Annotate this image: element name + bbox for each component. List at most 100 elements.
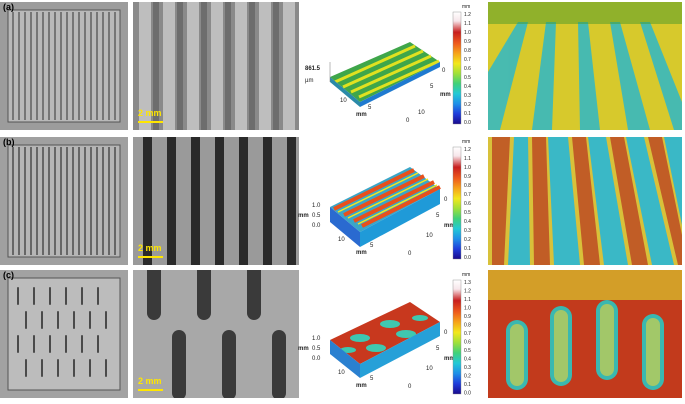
cbar-tick-c-1: 1.2 — [464, 289, 471, 295]
cbar-tick-c-7: 0.6 — [464, 340, 471, 346]
x-label-a: mm — [356, 112, 367, 118]
zoom-surface-a — [488, 2, 682, 130]
cbar-tick-a-3: 0.9 — [464, 39, 471, 45]
y-tick-0-a: 0 — [442, 68, 446, 74]
sem-image-a: 2 mm — [133, 2, 299, 130]
surface-plot-b: 1.0 0.5 0.0 mm 10 5 0 mm 0 5 10 mm — [298, 167, 455, 257]
cbar-tick-b-4: 0.8 — [464, 183, 471, 189]
x-tick-10-b: 10 — [338, 237, 345, 243]
cbar-tick-c-5: 0.8 — [464, 323, 471, 329]
y-label-a: mm — [440, 92, 451, 98]
cbar-tick-a-0: 1.2 — [464, 12, 471, 18]
zoom-surface-b — [488, 137, 682, 265]
sample-photo-c — [0, 270, 128, 398]
y-tick-10-a: 10 — [418, 110, 425, 116]
x-tick-5-b: 5 — [370, 243, 374, 249]
z-tick-b-2: 0.0 — [312, 223, 321, 229]
sample-photo-b — [0, 137, 128, 265]
row-a: (a) — [0, 2, 685, 130]
scale-bar-label-c: 2 mm — [138, 376, 162, 386]
cbar-tick-a-4: 0.8 — [464, 48, 471, 54]
cbar-tick-c-10: 0.3 — [464, 365, 471, 371]
surface-plot-c: 1.0 0.5 0.0 mm 10 5 0 mm 0 5 10 mm — [298, 302, 455, 390]
cbar-tick-b-5: 0.7 — [464, 192, 471, 198]
cbar-tick-a-10: 0.2 — [464, 102, 471, 108]
y-tick-5-b: 5 — [436, 213, 440, 219]
cbar-tick-c-8: 0.5 — [464, 348, 471, 354]
y-tick-5-a: 5 — [430, 84, 434, 90]
z-unit-c: mm — [298, 346, 309, 352]
z-unit-a: µm — [305, 78, 313, 84]
cbar-tick-a-12: 0.0 — [464, 120, 471, 126]
cbar-tick-b-9: 0.3 — [464, 228, 471, 234]
y-tick-5-c: 5 — [436, 346, 440, 352]
z-value-a: 861.5 — [305, 66, 321, 72]
cbar-tick-b-6: 0.6 — [464, 201, 471, 207]
cbar-tick-b-7: 0.5 — [464, 210, 471, 216]
cbar-tick-a-6: 0.6 — [464, 66, 471, 72]
zoom-surface-c — [488, 270, 682, 398]
row-c: (c) — [0, 270, 685, 398]
z-unit-b: mm — [298, 213, 309, 219]
sem-image-c: 2 mm — [133, 270, 299, 398]
cbar-tick-c-6: 0.7 — [464, 331, 471, 337]
sample-photo-a — [0, 2, 128, 130]
cbar-tick-a-5: 0.7 — [464, 57, 471, 63]
cbar-tick-c-3: 1.0 — [464, 306, 471, 312]
row-b: (b) 2 — [0, 137, 685, 265]
cbar-tick-a-9: 0.3 — [464, 93, 471, 99]
cbar-tick-b-3: 0.9 — [464, 174, 471, 180]
x-label-c: mm — [356, 383, 367, 389]
x-label-b: mm — [356, 250, 367, 256]
y-label-c: mm — [444, 356, 455, 362]
colorbar-unit-b: mm — [462, 139, 470, 145]
panel-label-a: (a) — [3, 2, 14, 12]
y-tick-0-c: 0 — [444, 330, 448, 336]
cbar-tick-a-7: 0.5 — [464, 75, 471, 81]
y-tick-10-b: 10 — [426, 233, 433, 239]
colorbar-a: mm 1.2 1.1 1.0 0.9 0.8 0.7 0.6 0.5 0.4 0… — [452, 4, 471, 126]
cbar-tick-a-11: 0.1 — [464, 111, 471, 117]
cbar-tick-b-2: 1.0 — [464, 165, 471, 171]
cbar-tick-a-2: 1.0 — [464, 30, 471, 36]
cbar-tick-c-4: 0.9 — [464, 314, 471, 320]
surface-plot-a: 861.5 µm 10 5 0 mm 0 5 10 mm — [305, 42, 451, 124]
y-tick-10-c: 10 — [426, 366, 433, 372]
cbar-tick-b-1: 1.1 — [464, 156, 471, 162]
cbar-tick-b-8: 0.4 — [464, 219, 471, 225]
z-tick-c-2: 0.0 — [312, 356, 321, 362]
x-tick-0-c: 0 — [408, 384, 412, 390]
z-tick-b-0: 1.0 — [312, 203, 321, 209]
cbar-tick-c-2: 1.1 — [464, 297, 471, 303]
x-tick-5-a: 5 — [368, 105, 372, 111]
colorbar-unit-c: mm — [462, 272, 470, 278]
x-tick-0-b: 0 — [408, 251, 412, 257]
cbar-tick-a-1: 1.1 — [464, 21, 471, 27]
cbar-tick-c-0: 1.3 — [464, 280, 471, 286]
cbar-tick-b-12: 0.0 — [464, 255, 471, 261]
cbar-tick-c-12: 0.1 — [464, 382, 471, 388]
x-tick-5-c: 5 — [370, 376, 374, 382]
scale-bar-label-a: 2 mm — [138, 108, 162, 118]
cbar-tick-b-11: 0.1 — [464, 246, 471, 252]
scale-bar-label-b: 2 mm — [138, 243, 162, 253]
colorbar-unit-a: mm — [462, 4, 470, 10]
sem-image-b: 2 mm — [133, 137, 299, 265]
colorbar-b: mm 1.2 1.1 1.0 0.9 0.8 0.7 0.6 0.5 0.4 0… — [452, 139, 471, 261]
cbar-tick-c-9: 0.4 — [464, 357, 471, 363]
cbar-tick-a-8: 0.4 — [464, 84, 471, 90]
panel-label-c: (c) — [3, 270, 14, 280]
cbar-tick-c-13: 0.0 — [464, 391, 471, 397]
colorbar-c: mm 1.3 1.2 1.1 1.0 0.9 0.8 0.7 0.6 0.5 0… — [452, 272, 471, 397]
panel-label-b: (b) — [3, 137, 15, 147]
z-tick-c-0: 1.0 — [312, 336, 321, 342]
cbar-tick-c-11: 0.2 — [464, 374, 471, 380]
cbar-tick-b-0: 1.2 — [464, 147, 471, 153]
z-tick-b-1: 0.5 — [312, 213, 321, 219]
cbar-tick-b-10: 0.2 — [464, 237, 471, 243]
z-tick-c-1: 0.5 — [312, 346, 321, 352]
y-label-b: mm — [444, 223, 455, 229]
y-tick-0-b: 0 — [444, 197, 448, 203]
x-tick-10-a: 10 — [340, 98, 347, 104]
